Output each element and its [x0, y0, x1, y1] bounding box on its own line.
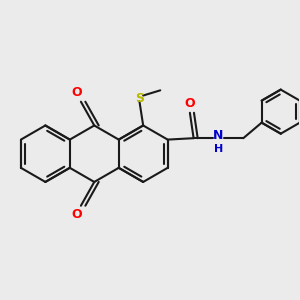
- Text: H: H: [214, 144, 223, 154]
- Text: S: S: [135, 92, 144, 105]
- Text: O: O: [72, 86, 83, 99]
- Text: O: O: [72, 208, 83, 221]
- Text: O: O: [184, 98, 195, 110]
- Text: N: N: [213, 129, 224, 142]
